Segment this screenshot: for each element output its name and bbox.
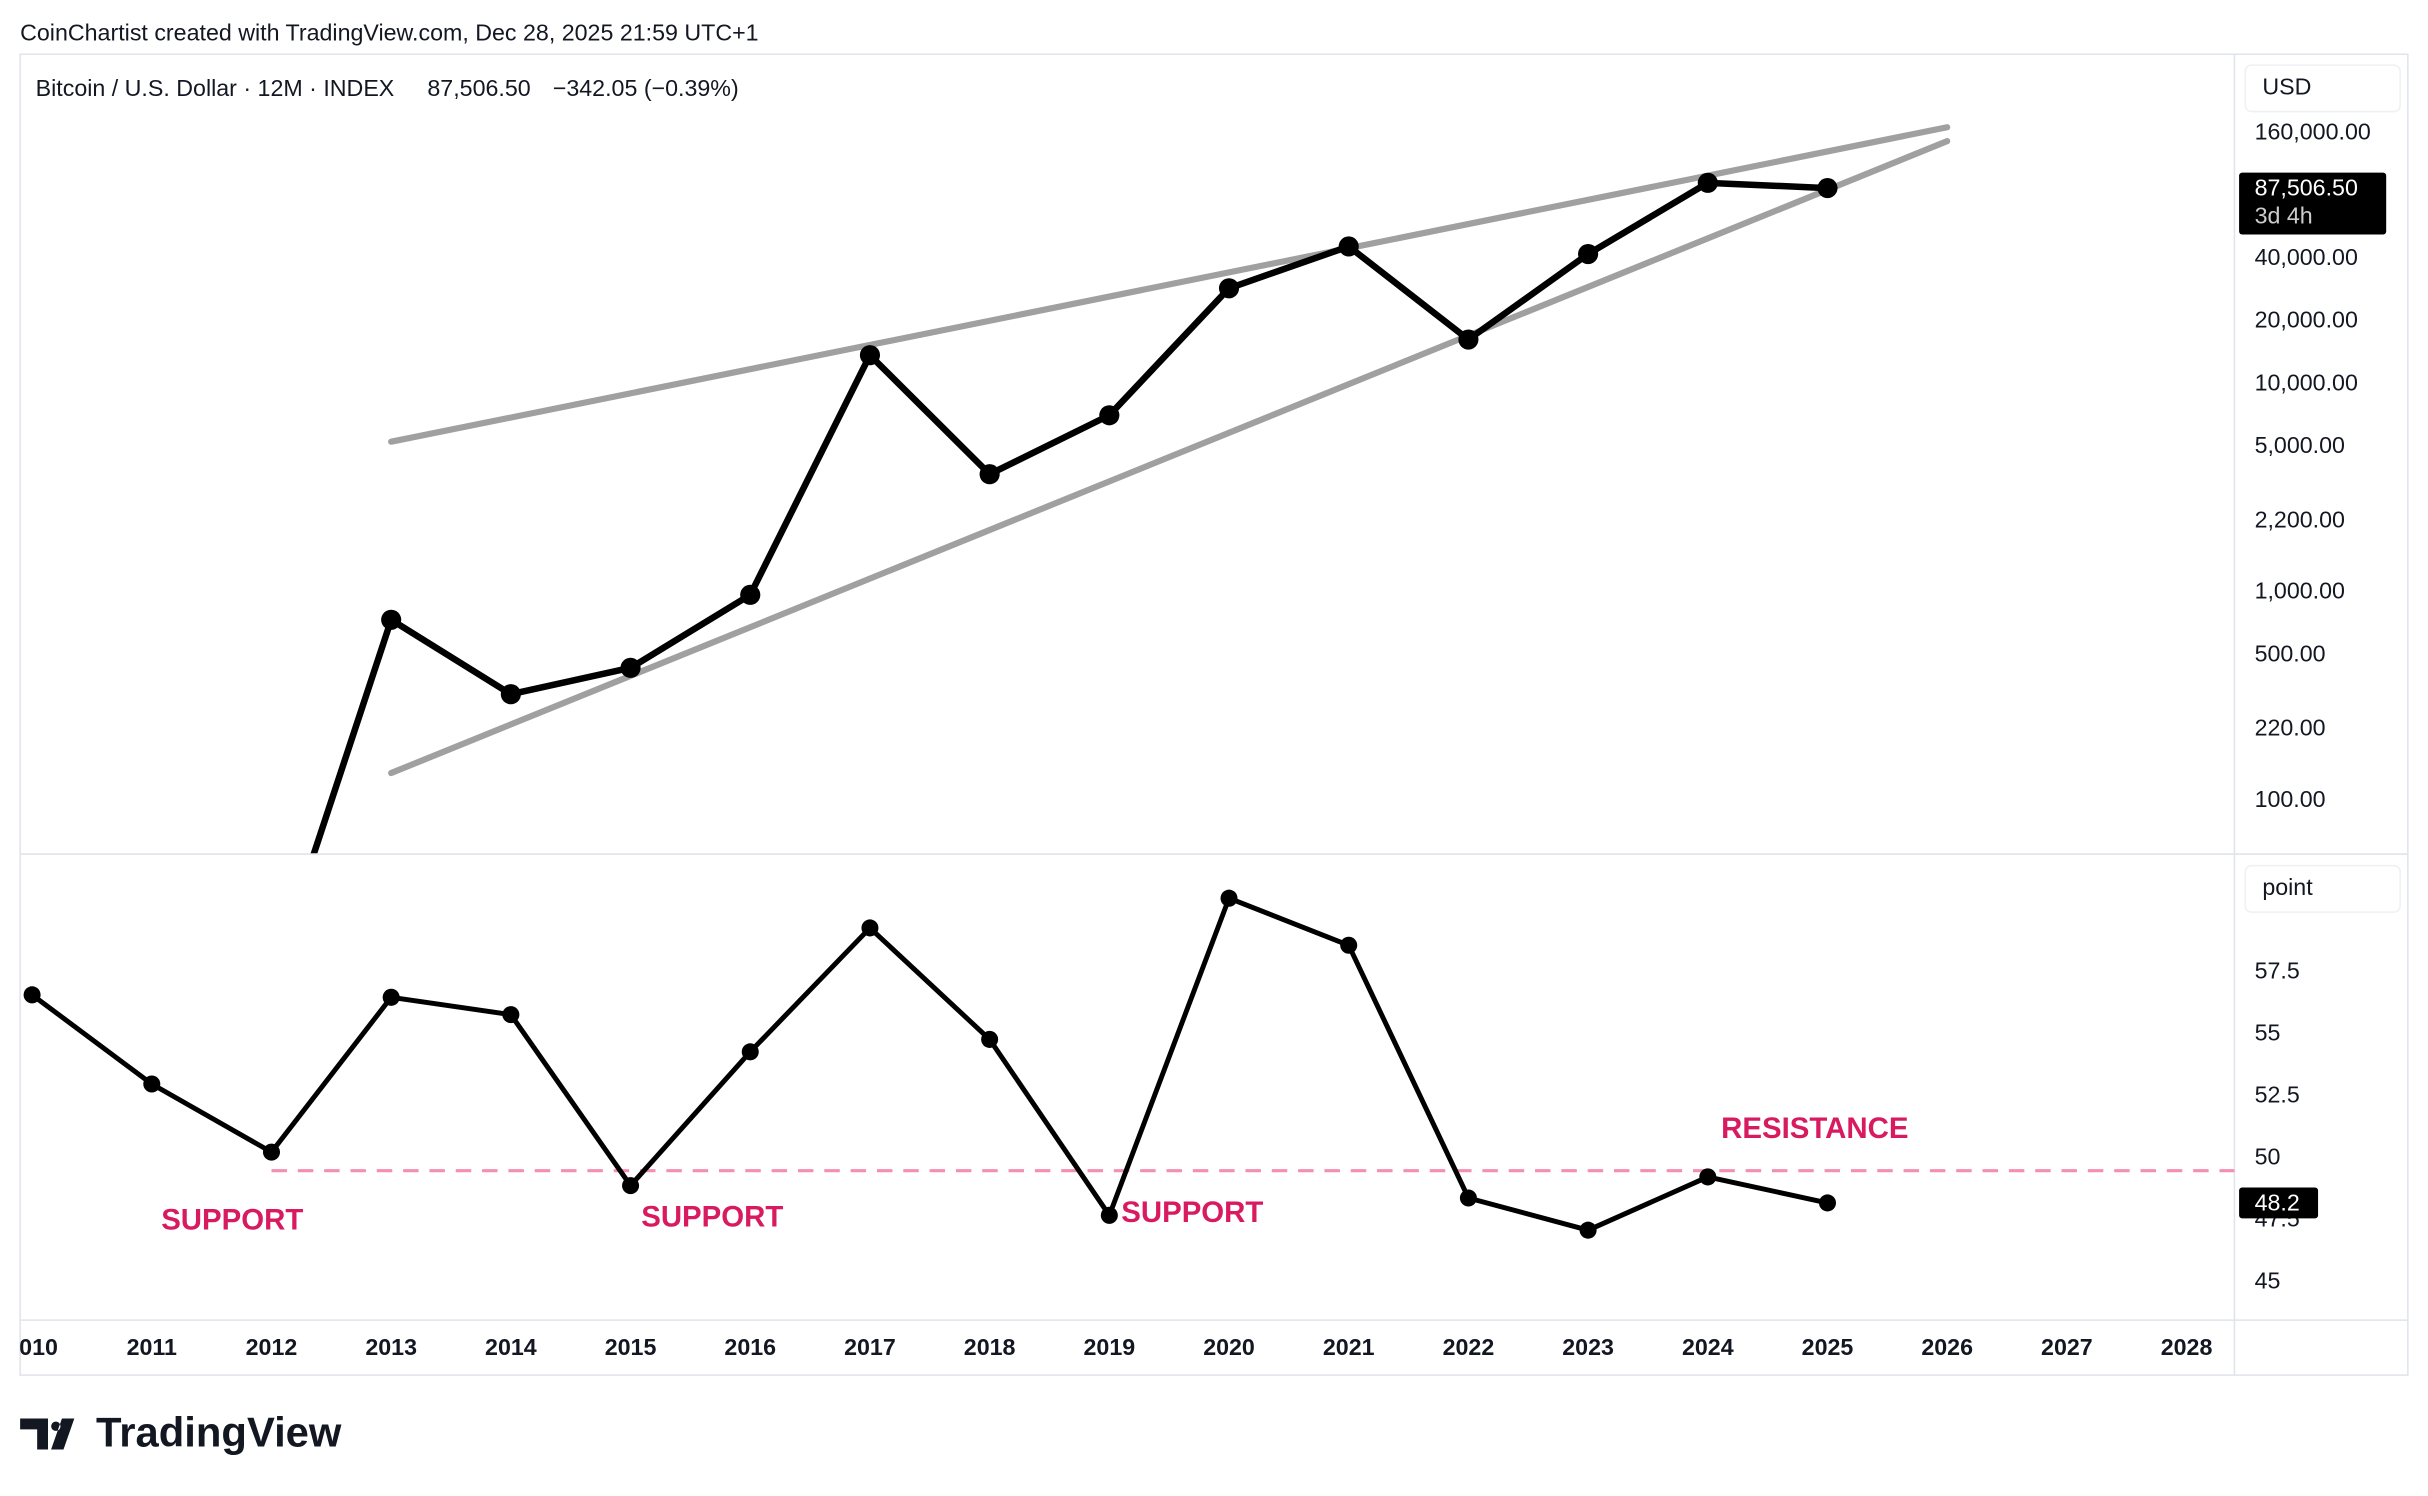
x-tick-label: 2012 [246, 1334, 298, 1360]
x-tick-label: 2011 [127, 1334, 177, 1360]
data-point [981, 1030, 999, 1048]
symbol: Bitcoin / U.S. Dollar · 12M · INDEX [36, 75, 395, 101]
data-point [262, 1143, 281, 1161]
data-point [859, 345, 881, 366]
value-tag [2239, 1187, 2319, 1219]
y-tick-label: 20,000.00 [2255, 307, 2358, 333]
x-tick-label: 2025 [1802, 1334, 1854, 1360]
y-tick-label: 50 [2255, 1143, 2281, 1169]
y-tick-label: 2,200.00 [2255, 506, 2345, 532]
value-tag-label: 48.2 [2255, 1190, 2300, 1216]
data-point [1338, 236, 1359, 257]
unit-box[interactable] [2244, 64, 2401, 113]
data-point [1459, 1189, 1477, 1207]
y-tick-label: 57.5 [2255, 958, 2300, 984]
x-tick-label: 2013 [365, 1334, 417, 1360]
data-point [741, 1043, 759, 1061]
annotation: SUPPORT [161, 1204, 303, 1237]
y-tick-label: 52.5 [2255, 1082, 2300, 1108]
data-point [261, 972, 281, 992]
x-tick-label: 2021 [1323, 1334, 1375, 1360]
data-point [502, 1006, 520, 1024]
y-tick-label: 55 [2255, 1020, 2281, 1046]
data-point [1697, 172, 1718, 193]
unit-box[interactable] [2244, 864, 2401, 913]
x-tick-label: 2017 [844, 1334, 896, 1360]
data-point [1818, 1194, 1837, 1212]
last-price: 87,506.50 [427, 75, 530, 101]
data-point [1220, 889, 1238, 907]
price-change: −342.05 (−0.39%) [553, 75, 739, 101]
data-point [1578, 243, 1599, 265]
annotation: RESISTANCE [1721, 1112, 1908, 1145]
x-tick-label: 2023 [1562, 1334, 1614, 1360]
data-point [500, 684, 521, 705]
x-tick-label: 2022 [1443, 1334, 1495, 1360]
x-tick-label: 2027 [2041, 1334, 2093, 1360]
data-point [622, 1177, 640, 1195]
logo-text: TradingView [96, 1409, 342, 1456]
y-tick-label: 45 [2255, 1267, 2281, 1293]
price-tag [2239, 172, 2387, 235]
time-axis: 2010 2011 2012 2013 2014 2015 2016 2017 2018 2019… [6, 1334, 2213, 1360]
y-tick-label: 160,000.00 [2255, 119, 2371, 145]
data-point [740, 584, 761, 605]
price-tag-countdown: 3d 4h [2255, 203, 2313, 229]
data-point [1699, 1168, 1717, 1186]
y-tick-label: 1,000.00 [2255, 578, 2345, 604]
indicator-unit: point [2262, 874, 2313, 900]
x-tick-label: 2010 [6, 1334, 58, 1360]
x-tick-label: 2014 [485, 1334, 537, 1360]
x-tick-label: 2019 [1084, 1334, 1136, 1360]
trendline [388, 138, 1951, 777]
x-tick-label: 2028 [2161, 1334, 2213, 1360]
x-tick-label: 2020 [1203, 1334, 1255, 1360]
x-tick-label: 2018 [964, 1334, 1016, 1360]
data-point [382, 988, 400, 1006]
credit: CoinChartist created with TradingView.co… [20, 19, 758, 45]
indicator-pane: SUPPORT SUPPORT SUPPORT RESISTANCE [23, 889, 2235, 1239]
annotation: SUPPORT [641, 1201, 783, 1234]
price-line [310, 179, 1828, 854]
data-point [1218, 278, 1240, 299]
data-point [1458, 329, 1479, 350]
x-tick-label: 2016 [724, 1334, 776, 1360]
y-tick-label: 5,000.00 [2255, 432, 2345, 458]
x-tick-label: 2024 [1682, 1334, 1734, 1360]
y-tick-label: 220.00 [2255, 715, 2326, 741]
trendline [388, 124, 1951, 445]
x-tick-label: 2015 [605, 1334, 657, 1360]
data-point [143, 1075, 161, 1093]
price-tag-label: 87,506.50 [2255, 175, 2358, 201]
y-tick-label: 40,000.00 [2255, 244, 2358, 270]
y-tick-label: 500.00 [2255, 640, 2326, 666]
data-point [381, 609, 402, 630]
annotation: SUPPORT [1121, 1196, 1263, 1229]
logo: TradingView [20, 1409, 342, 1456]
data-point [23, 986, 41, 1004]
price-line [30, 895, 1829, 1233]
logo-icon [20, 1418, 75, 1450]
data-point [1579, 1221, 1597, 1239]
data-point [861, 919, 879, 937]
data-point [620, 657, 641, 678]
x-tick-label: 2026 [1921, 1334, 1973, 1360]
y-tick-label: 100.00 [2255, 786, 2326, 812]
data-point [1099, 405, 1120, 426]
y-tick-label: 10,000.00 [2255, 369, 2358, 395]
data-point [1817, 178, 1838, 199]
price-pane [261, 124, 1951, 992]
data-point [979, 464, 1000, 485]
price-axes: 160,000.00 40,000.00 20,000.00 10,000.00 5,0… [2239, 119, 2387, 1293]
data-point [1100, 1206, 1118, 1224]
price-unit: USD [2262, 73, 2311, 99]
chart-frame [19, 53, 2409, 1376]
data-point [1340, 936, 1358, 954]
